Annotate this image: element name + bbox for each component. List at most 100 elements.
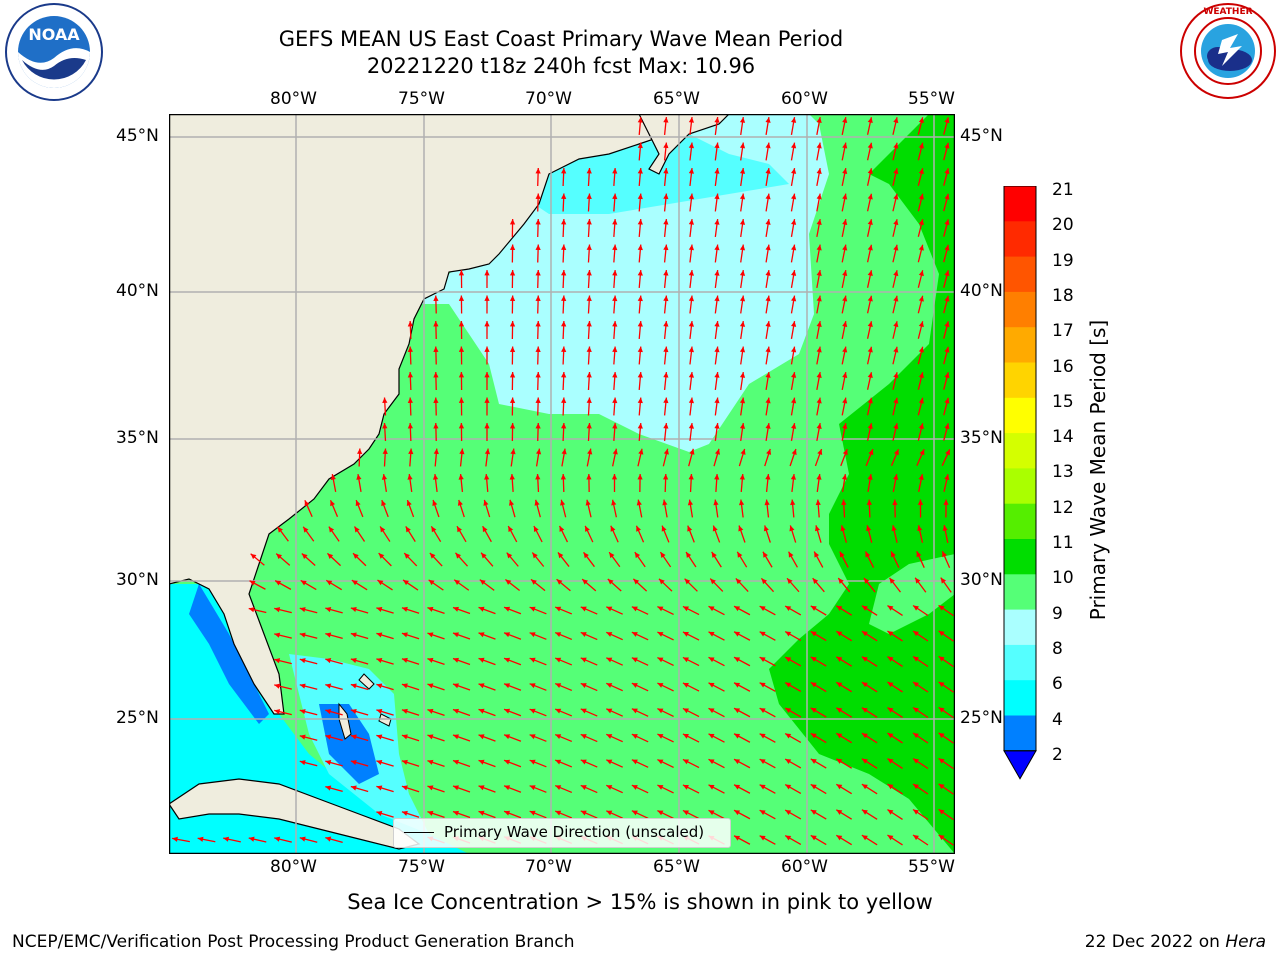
wave-arrow [765, 142, 771, 161]
wave-arrow [733, 682, 751, 692]
wave-arrow [841, 117, 848, 135]
wave-arrow [350, 606, 369, 614]
colorbar-tick-label: 17 [1052, 321, 1074, 342]
wave-arrow [861, 707, 878, 718]
wave-arrow [376, 810, 394, 818]
wave-arrow [943, 423, 950, 441]
wave-arrow [918, 474, 924, 492]
wave-arrow [663, 371, 669, 391]
wave-arrow [714, 397, 720, 416]
wave-arrow [739, 397, 746, 416]
wave-arrow [509, 397, 516, 416]
wave-arrow [765, 295, 771, 314]
wave-arrow [606, 810, 623, 819]
wave-arrow [504, 578, 521, 592]
wave-arrow [561, 193, 567, 212]
wave-arrow [866, 142, 873, 161]
wave-arrow [943, 372, 950, 390]
lat-tick-left: 35°N [116, 428, 159, 448]
wave-arrow [835, 758, 853, 769]
wave-arrow [581, 578, 597, 592]
colorbar-label: Primary Wave Mean Period [s] [1086, 319, 1110, 621]
colorbar-tick-label: 12 [1052, 497, 1074, 518]
wave-arrow [432, 499, 440, 518]
wave-arrow [790, 142, 797, 161]
wave-arrow [554, 759, 573, 768]
wave-arrow [580, 657, 598, 666]
wave-arrow [938, 655, 954, 668]
wave-arrow [433, 397, 439, 416]
wave-arrow [509, 371, 516, 391]
wave-arrow [299, 683, 318, 690]
wave-arrow [784, 707, 802, 718]
wave-arrow [662, 499, 668, 518]
wave-arrow [401, 708, 420, 716]
wave-arrow [810, 758, 827, 769]
wave-arrow [790, 473, 797, 493]
wave-arrow [325, 632, 343, 639]
wave-arrow [452, 759, 471, 768]
wave-arrow [484, 448, 491, 467]
wave-arrow [657, 809, 674, 820]
wave-arrow [739, 218, 746, 238]
wave-arrow [637, 116, 643, 136]
wave-arrow [865, 448, 874, 467]
lat-tick-right: 40°N [960, 281, 1003, 301]
wave-arrow [580, 784, 598, 794]
colorbar-segment [1004, 574, 1036, 611]
footer-branch: NCEP/EMC/Verification Post Processing Pr… [12, 932, 575, 952]
wave-arrow [586, 473, 592, 493]
wave-arrow [841, 423, 848, 441]
wave-arrow [432, 473, 439, 493]
wave-arrow [739, 244, 746, 263]
wave-arrow [611, 448, 618, 467]
wave-arrow [223, 836, 241, 843]
wave-arrow [863, 577, 876, 593]
wave-arrow [714, 142, 720, 161]
wave-arrow [784, 834, 802, 846]
wave-arrow [733, 835, 751, 845]
wave-arrow [580, 682, 598, 692]
wave-arrow [452, 785, 471, 793]
wave-arrow [560, 473, 566, 493]
colorbar-tick-label: 15 [1052, 391, 1074, 412]
wave-arrow [917, 372, 924, 390]
wave-arrow [561, 269, 567, 289]
wave-arrow [887, 605, 903, 616]
wave-arrow [788, 551, 798, 568]
wave-arrow [325, 734, 343, 741]
wave-arrow [866, 397, 873, 416]
wave-arrow [328, 526, 340, 542]
wave-arrow [688, 269, 695, 289]
wave-arrow [586, 320, 592, 340]
wave-arrow [688, 295, 695, 314]
wave-arrow [503, 810, 522, 819]
wave-arrow [816, 346, 822, 365]
wave-arrow [350, 785, 369, 793]
wave-arrow [738, 525, 746, 543]
wave-arrow [866, 423, 873, 441]
wave-arrow [484, 371, 490, 391]
wave-arrow [274, 836, 292, 843]
wave-arrow [861, 656, 878, 667]
wave-arrow [612, 422, 618, 442]
wave-arrow [816, 193, 822, 212]
lon-tick-top: 80°W [270, 89, 317, 109]
wave-arrow [759, 707, 776, 718]
wave-arrow [861, 681, 878, 693]
wave-arrow [841, 499, 847, 518]
wave-arrow [682, 758, 700, 769]
wave-arrow [612, 269, 618, 289]
wave-arrow [274, 709, 292, 716]
wave-arrow [407, 422, 413, 442]
wave-arrow [914, 577, 927, 593]
colorbar-segment [1004, 609, 1036, 646]
lat-tick-left: 30°N [116, 570, 159, 590]
colorbar-tick-label: 4 [1052, 709, 1063, 730]
wave-arrow [401, 657, 420, 665]
wave-arrow [529, 632, 547, 640]
wave-arrow [535, 167, 541, 187]
wave-arrow [249, 580, 266, 590]
wave-arrow [484, 422, 490, 442]
wave-arrow [712, 525, 721, 543]
